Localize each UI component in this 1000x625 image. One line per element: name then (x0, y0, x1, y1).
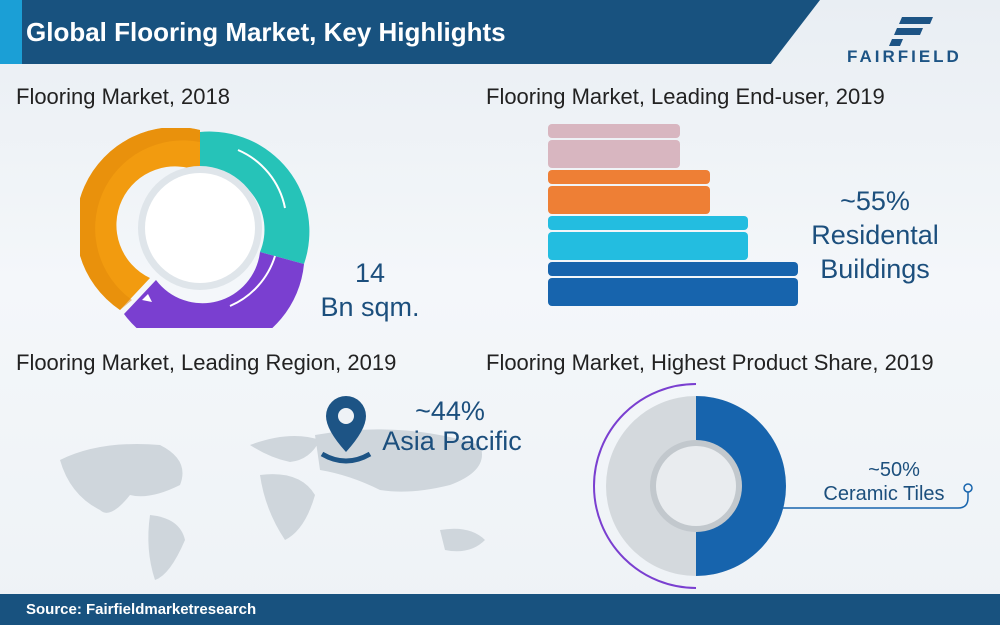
region-name: Asia Pacific (382, 426, 522, 456)
bar-orange-2 (548, 186, 710, 214)
bar-orange-1 (548, 170, 710, 184)
end-user-title: Flooring Market, Leading End-user, 2019 (486, 84, 885, 109)
product-name: Ceramic Tiles (823, 483, 945, 505)
bar-pink-2 (548, 140, 680, 168)
location-pin-icon (320, 396, 372, 464)
market-2018-donut (80, 128, 310, 328)
bar-cyan-1 (548, 216, 748, 230)
bar-blue-2 (548, 278, 798, 306)
footer-source: Source: Fairfieldmarketresearch (26, 601, 257, 618)
product-title: Flooring Market, Highest Product Share, … (486, 350, 934, 375)
page-title: Global Flooring Market, Key Highlights (26, 17, 506, 47)
end-user-line1: Residental (811, 220, 939, 250)
bar-pink-1 (548, 124, 680, 138)
market-2018-unit: Bn sqm. (320, 292, 420, 322)
end-user-line2: Buildings (820, 254, 930, 284)
header-accent (0, 0, 22, 64)
logo-text: FAIRFIELD (847, 47, 962, 66)
region-share: ~44% (415, 396, 485, 426)
header-banner (0, 0, 820, 64)
market-2018-value: 14 (354, 258, 386, 288)
world-map-icon (60, 429, 485, 580)
market-2018-title: Flooring Market, 2018 (16, 84, 230, 109)
region-title: Flooring Market, Leading Region, 2019 (16, 350, 397, 375)
bar-blue-1 (548, 262, 798, 276)
donut-segment-teal (200, 131, 310, 264)
footer-bar (0, 594, 1000, 625)
product-share-chart (593, 383, 973, 589)
end-user-share: ~55% (840, 186, 910, 216)
product-share: ~50% (868, 459, 920, 481)
fairfield-logo-icon (889, 17, 933, 46)
donut-segment-purple (124, 252, 304, 328)
bar-cyan-2 (548, 232, 748, 260)
